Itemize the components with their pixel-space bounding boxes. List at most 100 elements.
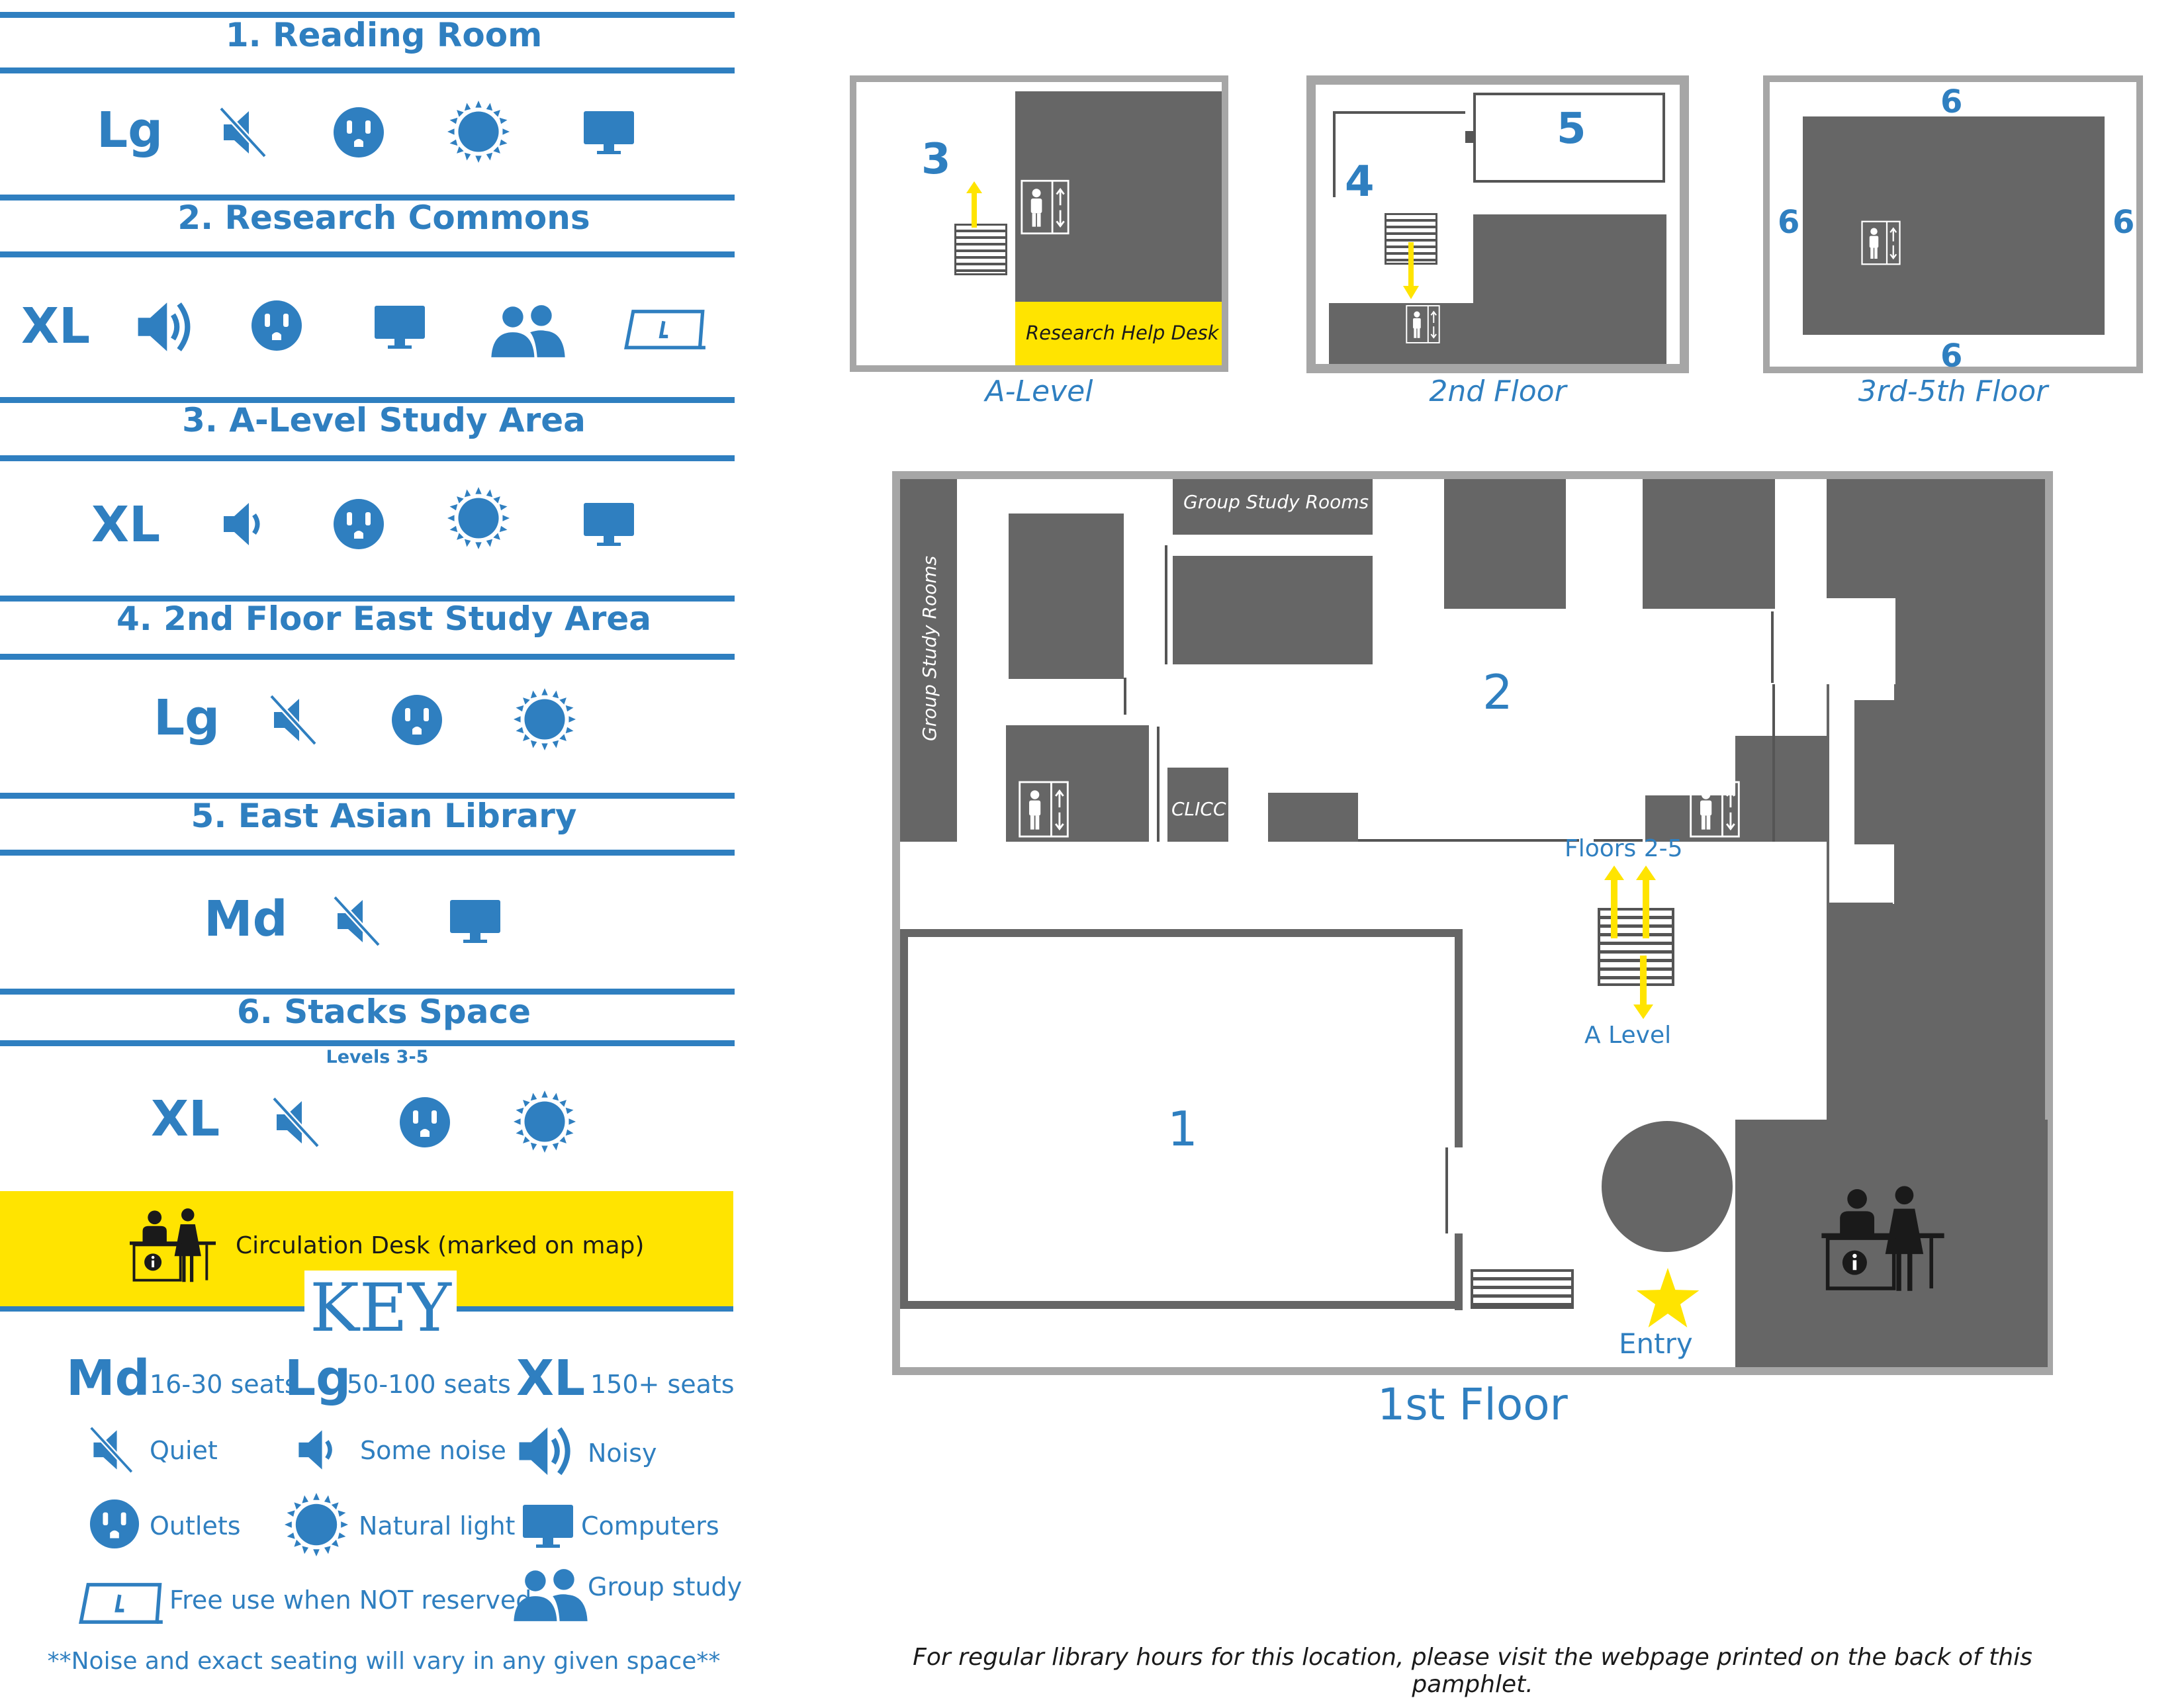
- divider: [0, 251, 735, 257]
- natural-light-icon: [447, 101, 510, 163]
- some-noise-icon: [218, 498, 271, 551]
- elevator-restroom-icon: [1021, 179, 1069, 236]
- computer-icon: [581, 498, 637, 551]
- up-arrow-icon: [1636, 866, 1656, 938]
- section-title-reading-room: 1. Reading Room: [225, 16, 543, 54]
- wall: [1445, 1147, 1448, 1233]
- building-block: [1643, 479, 1775, 609]
- quiet-icon: [89, 1425, 138, 1474]
- key-outlets-label: Outlets: [150, 1511, 241, 1541]
- quiet-icon: [271, 1096, 324, 1149]
- key-natural-light-label: Natural light: [359, 1511, 516, 1541]
- group-study-icon: [512, 1567, 589, 1623]
- building-block: [1006, 725, 1149, 842]
- outlet-icon: [250, 299, 303, 352]
- building-block: [1829, 903, 1893, 1147]
- round-column: [1602, 1121, 1733, 1252]
- a-level-caption: A-Level: [985, 375, 1093, 408]
- natural-light-icon: [514, 1091, 576, 1153]
- building-block: [1173, 556, 1373, 664]
- natural-light-icon: [514, 688, 576, 750]
- wall: [1333, 111, 1465, 114]
- quiet-icon: [218, 106, 271, 159]
- section-title-stacks-space: 6. Stacks Space: [237, 993, 531, 1031]
- elevator-restroom-icon: [1861, 220, 1901, 266]
- divider: [0, 793, 735, 799]
- circulation-desk-label: Circulation Desk (marked on map): [236, 1232, 645, 1259]
- outlet-icon: [332, 498, 385, 551]
- group-study-rooms-top-label: Group Study Rooms: [1183, 491, 1369, 513]
- divider: [0, 850, 735, 856]
- first-floor-caption: 1st Floor: [1377, 1379, 1568, 1430]
- entry-star-icon: [1636, 1268, 1700, 1327]
- computer-icon: [520, 1499, 576, 1552]
- free-use-reserve-icon: [623, 308, 707, 351]
- up-arrow-icon: [966, 181, 982, 228]
- stairs: [954, 224, 1007, 275]
- divider: [0, 455, 735, 461]
- key-quiet-label: Quiet: [150, 1436, 218, 1465]
- key-note: **Noise and exact seating will vary in a…: [47, 1648, 721, 1675]
- group-study-rooms-side: [900, 479, 957, 842]
- key-size-xl-desc: 150+ seats: [590, 1370, 735, 1399]
- research-help-desk-label: Research Help Desk: [1026, 322, 1219, 344]
- wall: [1465, 131, 1476, 143]
- building-block: [1803, 116, 2105, 335]
- building-block: [1009, 514, 1124, 679]
- noisy-icon: [516, 1421, 576, 1481]
- a-level-label: A Level: [1584, 1022, 1672, 1049]
- third-fifth-floor-map: 6 6 6 6: [1763, 75, 2143, 375]
- circulation-desk-icon: [1821, 1181, 1944, 1297]
- key-title: KEY: [310, 1269, 451, 1347]
- quiet-icon: [269, 693, 322, 746]
- down-arrow-icon: [1403, 242, 1419, 299]
- second-floor-caption: 2nd Floor: [1429, 375, 1567, 408]
- wall: [1455, 1233, 1463, 1309]
- natural-light-icon: [285, 1493, 348, 1556]
- section-title-2nd-floor-east: 4. 2nd Floor East Study Area: [116, 600, 652, 638]
- computer-icon: [581, 106, 637, 159]
- building-block: [1444, 479, 1566, 609]
- building-block: [1473, 214, 1666, 364]
- section-title-a-level-study-area: 3. A-Level Study Area: [182, 401, 586, 439]
- clicc-room: [1167, 768, 1228, 842]
- wall: [1165, 545, 1167, 664]
- footer-note: For regular library hours for this locat…: [913, 1644, 2032, 1698]
- building-block: [1268, 793, 1358, 842]
- area-number: 3: [921, 135, 951, 184]
- area-number: 6: [1778, 204, 1800, 241]
- divider: [0, 12, 735, 18]
- key-size-md: Md: [66, 1350, 150, 1407]
- building-block: [1015, 91, 1222, 302]
- group-study-rooms-top: [1173, 479, 1373, 535]
- size-label: XL: [21, 298, 91, 355]
- wall: [1772, 684, 1775, 842]
- size-label: Lg: [154, 690, 220, 746]
- outlet-icon: [390, 693, 443, 746]
- floors-label: Floors 2-5: [1565, 835, 1683, 862]
- elevator-restroom-icon: [1018, 781, 1069, 838]
- natural-light-icon: [447, 487, 510, 549]
- divider: [0, 654, 735, 660]
- key-size-lg-desc: 50-100 seats: [347, 1370, 511, 1399]
- main-stairs: [1598, 908, 1674, 986]
- size-label: XL: [151, 1091, 220, 1147]
- computer-icon: [447, 895, 503, 948]
- divider: [0, 397, 735, 403]
- wall: [1455, 929, 1463, 1147]
- first-floor-map: CLICC 1 2 Floors 2-5 A Level Entry Group…: [892, 471, 2053, 1375]
- area-number: 5: [1557, 105, 1586, 154]
- key-noisy-label: Noisy: [588, 1439, 657, 1468]
- entry-label: Entry: [1619, 1327, 1693, 1360]
- door-gap: [1447, 1147, 1463, 1233]
- group-study-rooms-side-label: Group Study Rooms: [919, 555, 940, 741]
- wall: [1358, 839, 1579, 842]
- area-number: 6: [2113, 204, 2135, 241]
- third-fifth-floor-caption: 3rd-5th Floor: [1858, 375, 2048, 408]
- area-number-research-commons: 2: [1482, 664, 1513, 720]
- building-block: [1854, 700, 1947, 844]
- section-subtitle: Levels 3-5: [326, 1047, 429, 1067]
- down-arrow-icon: [1633, 956, 1653, 1019]
- wall: [900, 929, 908, 1309]
- wall: [900, 1301, 1463, 1309]
